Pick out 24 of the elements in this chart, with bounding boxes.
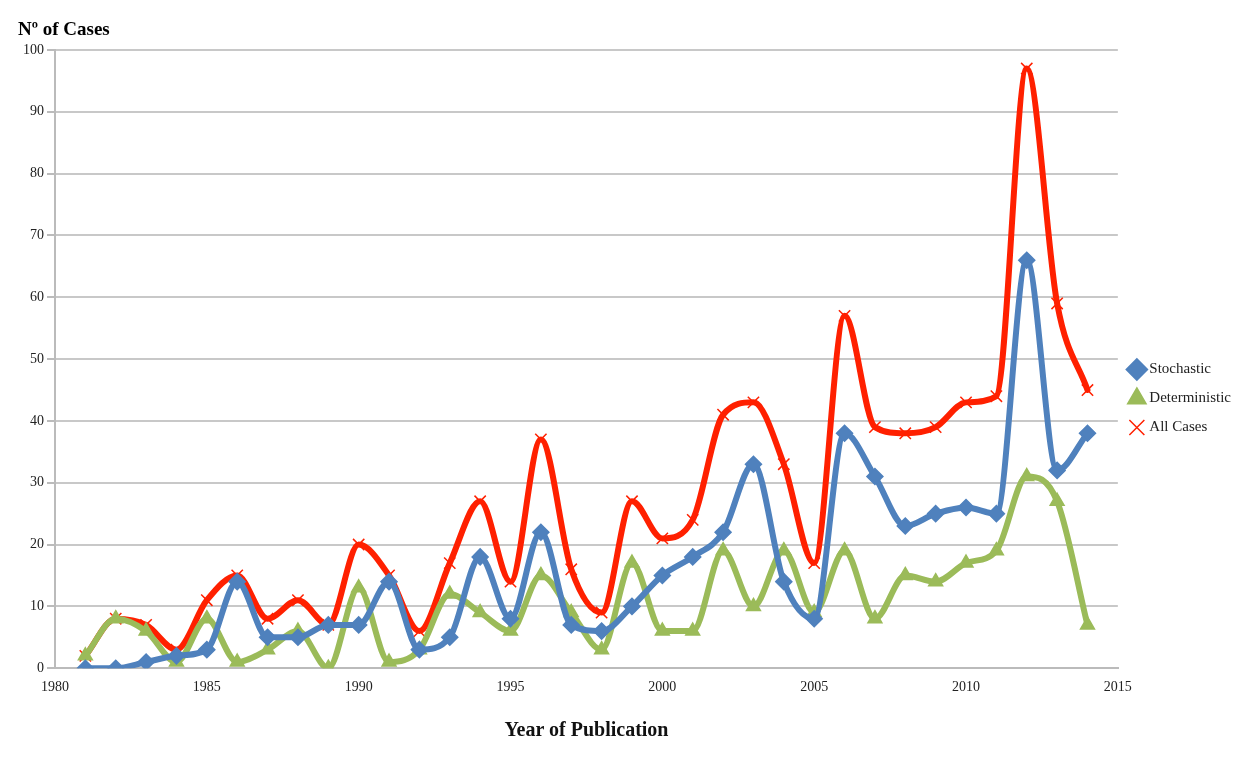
y-tick-label: 60	[30, 288, 44, 304]
x-axis-title: Year of Publication	[504, 718, 669, 741]
y-tick-label: 40	[30, 412, 44, 428]
y-tick-label: 20	[30, 536, 44, 552]
y-tick-label: 80	[30, 165, 44, 181]
x-tick-label: 2000	[648, 679, 677, 695]
x-tick-label: 1980	[41, 679, 69, 695]
y-tick-label: 30	[30, 474, 44, 490]
y-tick-label: 0	[37, 659, 44, 675]
x-tick-label: 1985	[192, 679, 221, 695]
x-tick-label: 2010	[952, 679, 981, 695]
y-tick-label: 70	[30, 227, 44, 243]
legend-label: All Cases	[1149, 418, 1208, 435]
x-tick-label: 2015	[1103, 679, 1132, 695]
y-tick-label: 10	[30, 598, 44, 614]
legend-label: Deterministic	[1149, 389, 1232, 406]
y-tick-label: 90	[30, 103, 44, 119]
x-tick-label: 1990	[344, 679, 373, 695]
x-tick-label: 1995	[496, 679, 525, 695]
x-tick-label: 2005	[800, 679, 829, 695]
y-axis-title: Nº of Cases	[18, 18, 110, 40]
legend-label: Stochastic	[1149, 360, 1212, 377]
y-tick-label: 50	[30, 350, 44, 366]
y-tick-label: 100	[23, 41, 44, 57]
